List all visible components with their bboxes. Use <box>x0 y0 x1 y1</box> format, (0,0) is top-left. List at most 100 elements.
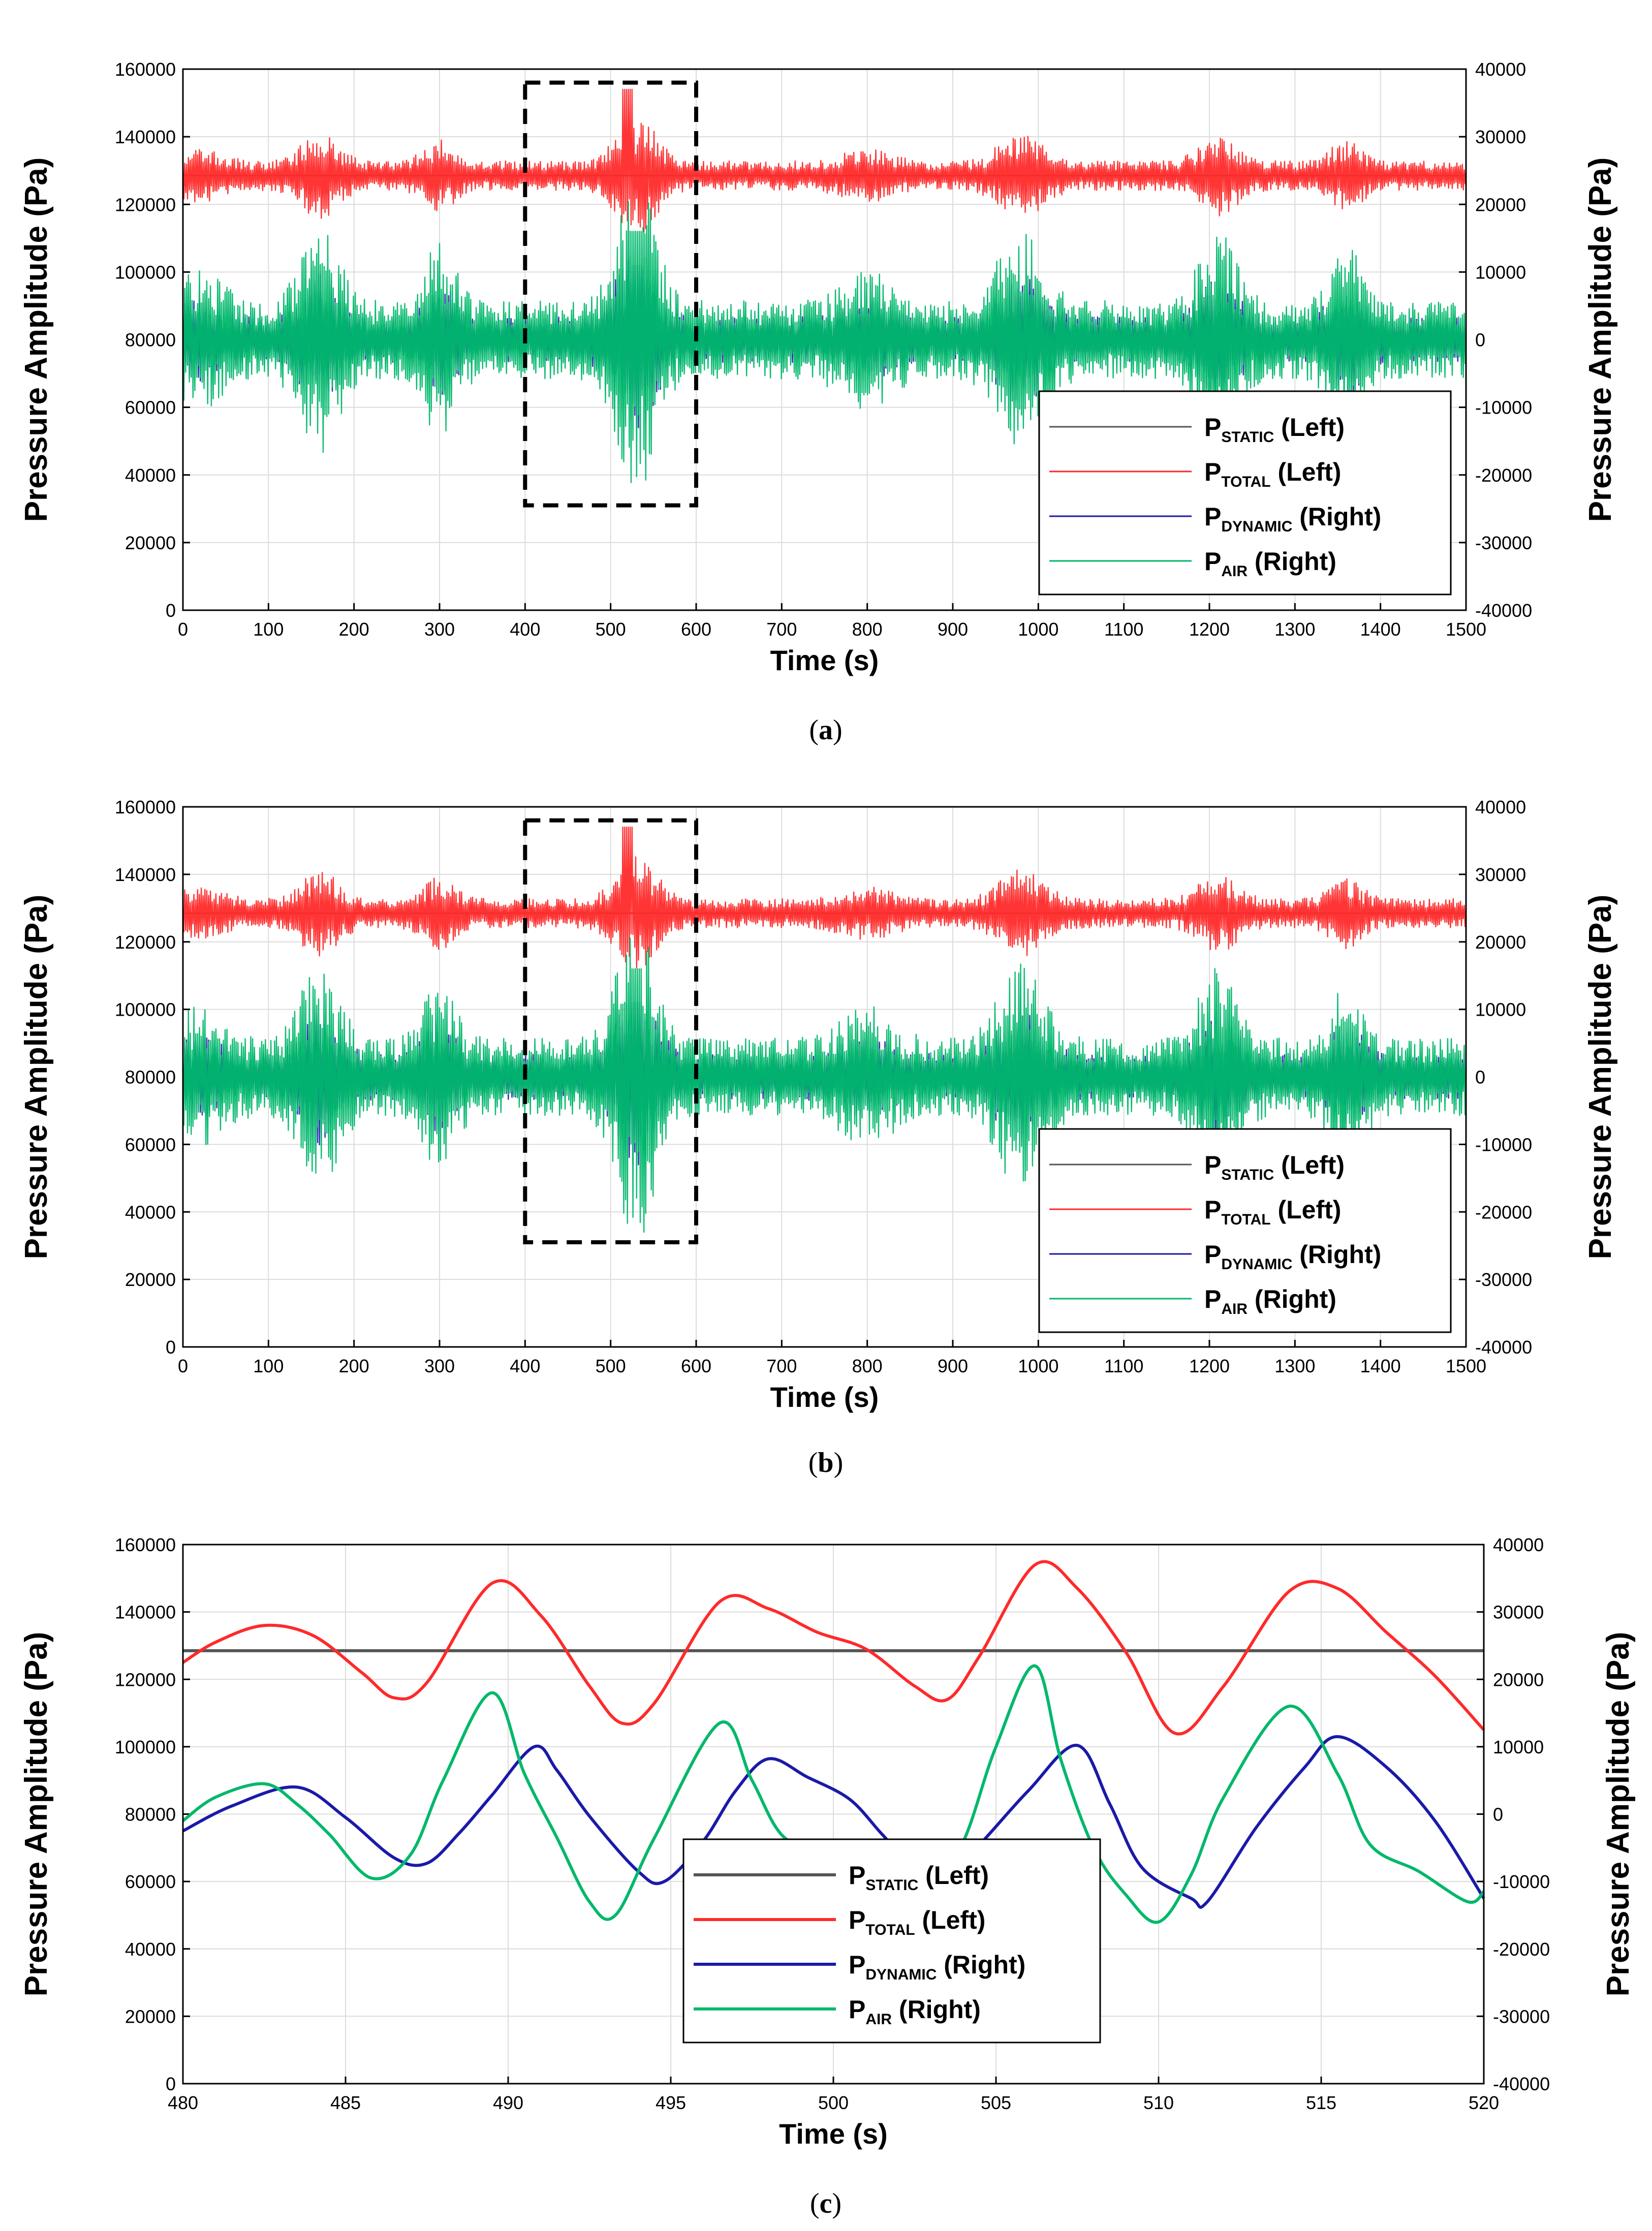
y-right-tick-label: -20000 <box>1493 1939 1550 1960</box>
y-left-tick-label: 100000 <box>115 999 176 1020</box>
legend-label-total: PTOTAL (Left) <box>849 1906 985 1938</box>
legend-label-tail: (Left) <box>1274 1151 1345 1179</box>
legend-label-main: P <box>849 1861 865 1890</box>
x-tick-label: 900 <box>938 619 968 640</box>
legend-label-main: P <box>1204 547 1221 576</box>
legend-label-static: PSTATIC (Left) <box>849 1861 989 1894</box>
series-line-dynamic <box>182 1735 1485 1909</box>
legend-label-air: PAIR (Right) <box>1204 1285 1336 1317</box>
y-right-tick-label: 40000 <box>1475 59 1526 80</box>
legend-label-main: P <box>1204 1240 1221 1269</box>
x-tick-label: 1400 <box>1360 1356 1401 1376</box>
y-right-tick-label: -20000 <box>1475 1202 1532 1222</box>
y-left-axis-label: Pressure Amplitude (Pa) <box>19 895 54 1260</box>
x-tick-label: 520 <box>1469 2092 1499 2113</box>
x-tick-label: 1300 <box>1274 619 1315 640</box>
legend-label-sub: STATIC <box>1221 429 1274 446</box>
legend-label-main: P <box>849 1951 865 1979</box>
highlight-box <box>523 818 699 1245</box>
y-left-axis-label: Pressure Amplitude (Pa) <box>19 1632 54 1997</box>
x-axis-label: Time (s) <box>770 1381 879 1413</box>
y-left-tick-label: 0 <box>166 2073 176 2094</box>
legend-label-main: P <box>849 1995 865 2024</box>
legend: PSTATIC (Left)PTOTAL (Left)PDYNAMIC (Rig… <box>1038 1128 1452 1333</box>
x-tick-label: 495 <box>656 2092 686 2113</box>
legend-label-main: P <box>1204 458 1221 486</box>
y-right-tick-label: 0 <box>1493 1804 1503 1825</box>
highlight-box <box>523 80 699 508</box>
series-line-total <box>182 826 1467 969</box>
panel-caption: (a) <box>809 714 842 746</box>
y-right-tick-label: 10000 <box>1475 999 1526 1020</box>
legend-label-tail: (Right) <box>1292 502 1381 531</box>
legend-label-tail: (Right) <box>1292 1240 1381 1269</box>
y-left-tick-label: 40000 <box>125 1202 176 1222</box>
x-axis-label: Time (s) <box>779 2118 888 2150</box>
legend-label-sub: DYNAMIC <box>1221 1256 1292 1273</box>
legend-label-sub: AIR <box>1221 563 1248 580</box>
x-tick-label: 700 <box>766 619 797 640</box>
y-right-tick-label: -40000 <box>1475 1337 1532 1358</box>
legend-label-tail: (Right) <box>937 1951 1025 1979</box>
legend-label-static: PSTATIC (Left) <box>1204 413 1345 446</box>
y-left-tick-label: 0 <box>166 1337 176 1358</box>
y-right-tick-label: -20000 <box>1475 465 1532 486</box>
y-right-tick-label: -30000 <box>1493 2006 1550 2027</box>
legend-label-tail: (Left) <box>1271 458 1342 486</box>
legend-label-sub: DYNAMIC <box>1221 518 1292 535</box>
y-left-tick-label: 100000 <box>115 1737 176 1757</box>
series-line-total <box>182 88 1467 233</box>
x-tick-label: 1100 <box>1104 1356 1143 1376</box>
y-right-tick-label: -30000 <box>1475 1269 1532 1290</box>
y-left-tick-label: 160000 <box>115 1534 176 1555</box>
y-left-axis-label: Pressure Amplitude (Pa) <box>19 158 54 522</box>
legend-label-main: P <box>1204 1196 1221 1224</box>
caption-close: ) <box>832 2188 841 2219</box>
x-tick-label: 500 <box>596 619 626 640</box>
x-tick-label: 700 <box>766 1356 797 1376</box>
y-right-tick-label: -10000 <box>1493 1871 1550 1892</box>
series-line-air <box>182 937 1467 1233</box>
legend-label-sub: TOTAL <box>1221 474 1270 490</box>
x-tick-label: 1100 <box>1104 619 1143 640</box>
legend-label-static: PSTATIC (Left) <box>1204 1151 1345 1183</box>
y-left-tick-label: 140000 <box>115 127 176 147</box>
chart-panel-b: 0 100 200 300 400 500 600 700 800 900 1000 1100 1200… <box>19 797 1618 1479</box>
x-tick-label: 300 <box>424 619 455 640</box>
legend-label-tail: (Right) <box>1248 1285 1336 1313</box>
legend-label-sub: STATIC <box>1221 1167 1274 1183</box>
y-right-tick-label: 0 <box>1475 330 1485 351</box>
x-tick-label: 100 <box>253 619 284 640</box>
x-tick-label: 515 <box>1306 2092 1336 2113</box>
legend-label-dynamic: PDYNAMIC (Right) <box>849 1951 1025 1983</box>
x-tick-label: 480 <box>168 2092 198 2113</box>
caption-open: ( <box>808 1447 818 1479</box>
legend-label-tail: (Left) <box>915 1906 986 1934</box>
x-tick-label: 0 <box>178 1356 188 1376</box>
legend: PSTATIC (Left) PTOTAL (Left) PDYNAMIC (Rig… <box>682 1838 1101 2044</box>
x-tick-label: 400 <box>510 1356 540 1376</box>
y-right-axis-label: Pressure Amplitude (Pa) <box>1583 158 1618 522</box>
y-right-tick-label: -10000 <box>1475 1134 1532 1155</box>
legend: PSTATIC (Left)PTOTAL (Left)PDYNAMIC (Rig… <box>1038 390 1452 595</box>
plot-frame <box>182 1544 1485 2085</box>
y-left-tick-label: 160000 <box>115 59 176 80</box>
x-tick-label: 1000 <box>1018 619 1058 640</box>
x-tick-label: 0 <box>178 619 188 640</box>
x-tick-label: 1200 <box>1189 619 1230 640</box>
x-tick-label: 600 <box>681 1356 711 1376</box>
plot-frame <box>182 806 1467 1348</box>
y-left-tick-label: 0 <box>166 600 176 621</box>
legend-label-total: PTOTAL (Left) <box>1204 458 1341 490</box>
y-right-tick-label: 10000 <box>1493 1737 1544 1757</box>
x-tick-label: 1300 <box>1274 1356 1315 1376</box>
caption-close: ) <box>833 714 843 746</box>
y-left-tick-label: 20000 <box>125 532 176 553</box>
x-tick-label: 600 <box>681 619 711 640</box>
x-tick-label: 900 <box>938 1356 968 1376</box>
legend-label-total: PTOTAL (Left) <box>1204 1196 1341 1228</box>
y-right-tick-label: 40000 <box>1475 797 1526 818</box>
legend-label-sub: AIR <box>1221 1301 1248 1317</box>
y-right-tick-label: 20000 <box>1475 194 1526 215</box>
